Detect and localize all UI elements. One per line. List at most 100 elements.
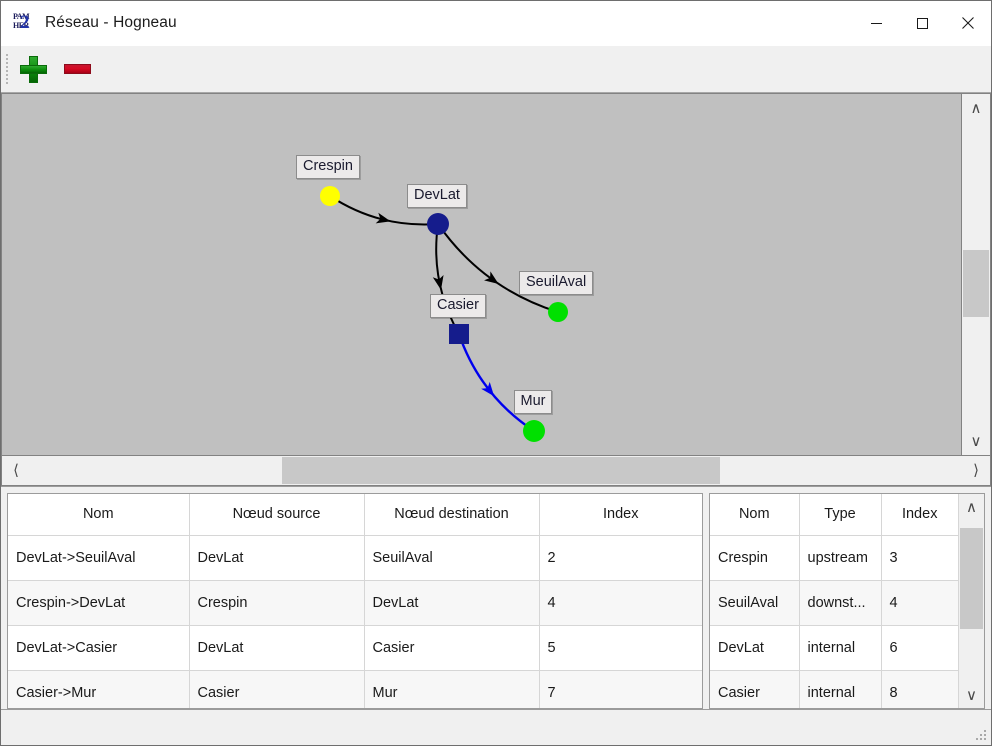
horizontal-scroll-track[interactable] — [30, 456, 962, 485]
scroll-up-button[interactable]: ∧ — [962, 94, 990, 122]
table-cell[interactable]: Mur — [364, 670, 540, 708]
links-table-column-header[interactable]: Index — [539, 494, 702, 536]
graph-edge-arrow — [375, 212, 391, 224]
remove-button[interactable] — [55, 49, 99, 89]
graph-edges — [329, 195, 559, 433]
nodes-table-vertical-scrollbar[interactable]: ∧ ∨ — [957, 494, 984, 708]
graph-edge[interactable] — [457, 333, 535, 433]
nodes-table-column-header[interactable]: Type — [799, 494, 882, 536]
table-cell[interactable]: 4 — [539, 580, 702, 626]
toolbar-drag-handle[interactable] — [3, 52, 11, 86]
links-table-header-row: Nom Nœud source Nœud destination Index — [8, 494, 702, 536]
links-table-column-header[interactable]: Nœud source — [189, 494, 365, 536]
table-cell[interactable]: 5 — [539, 625, 702, 671]
links-table-body[interactable]: DevLat->SeuilAval DevLat SeuilAval 2 Crespin… — [8, 535, 702, 708]
table-row[interactable]: DevLat->SeuilAval DevLat SeuilAval 2 — [8, 535, 702, 581]
vertical-scroll-thumb[interactable] — [959, 528, 983, 629]
plus-icon — [19, 55, 47, 83]
nodes-table[interactable]: Nom Type Index Crespin upstream 3 SeuilAval do… — [710, 494, 958, 708]
links-table-column-header[interactable]: Nœud destination — [364, 494, 540, 536]
nodes-table-header-row: Nom Type Index — [710, 494, 958, 536]
table-cell[interactable]: Crespin — [189, 580, 365, 626]
graph-node-label-crespin[interactable]: Crespin — [296, 155, 360, 179]
nodes-table-scroll: Nom Type Index Crespin upstream 3 SeuilAval do… — [710, 494, 958, 708]
graph-node-crespin[interactable] — [320, 186, 340, 206]
window-title: Réseau - Hogneau — [45, 14, 177, 31]
links-table[interactable]: Nom Nœud source Nœud destination Index DevL… — [8, 494, 702, 708]
graph-node-mur[interactable] — [523, 420, 545, 442]
scroll-left-button[interactable]: ⟨ — [13, 461, 19, 479]
vertical-scroll-track[interactable] — [958, 520, 984, 682]
graph-node-label-casier[interactable]: Casier — [430, 294, 486, 318]
table-cell[interactable]: downst... — [799, 580, 882, 626]
nodes-table-panel: Nom Type Index Crespin upstream 3 SeuilAval do… — [709, 493, 985, 709]
scroll-down-button[interactable]: ∨ — [962, 427, 990, 455]
table-cell[interactable]: 6 — [881, 625, 958, 671]
table-cell[interactable]: Casier — [364, 625, 540, 671]
graph-node-devlat[interactable] — [427, 213, 449, 235]
table-cell[interactable]: SeuilAval — [710, 580, 800, 626]
table-cell[interactable]: DevLat — [710, 625, 800, 671]
table-cell[interactable]: 3 — [881, 535, 958, 581]
table-row[interactable]: DevLat internal 6 — [710, 625, 958, 671]
vertical-scroll-thumb[interactable] — [963, 250, 989, 318]
table-cell[interactable]: Crespin->DevLat — [8, 580, 190, 626]
table-row[interactable]: Casier internal 8 — [710, 670, 958, 708]
table-cell[interactable]: DevLat->Casier — [8, 625, 190, 671]
table-cell[interactable]: DevLat->SeuilAval — [8, 535, 190, 581]
table-cell[interactable]: DevLat — [189, 535, 365, 581]
graph-node-seuilaval[interactable] — [548, 302, 568, 322]
app-icon: PAM HER 2 — [13, 12, 35, 34]
nodes-table-column-header[interactable]: Index — [881, 494, 958, 536]
table-cell[interactable]: 8 — [881, 670, 958, 708]
graph-node-label-devlat[interactable]: DevLat — [407, 184, 467, 208]
horizontal-scroll-thumb[interactable] — [281, 457, 720, 484]
table-cell[interactable]: DevLat — [364, 580, 540, 626]
vertical-scroll-track[interactable] — [962, 122, 990, 427]
table-cell[interactable]: Casier — [189, 670, 365, 708]
nodes-table-column-header[interactable]: Nom — [710, 494, 800, 536]
scroll-up-button[interactable]: ∧ — [958, 494, 984, 520]
canvas-vertical-scrollbar[interactable]: ∧ ∨ — [961, 93, 991, 456]
links-table-panel: Nom Nœud source Nœud destination Index DevL… — [7, 493, 703, 709]
table-cell[interactable]: Casier — [710, 670, 800, 708]
table-cell[interactable]: upstream — [799, 535, 882, 581]
scroll-right-button[interactable]: ⟩ — [973, 461, 979, 479]
minus-icon — [63, 64, 91, 74]
table-cell[interactable]: internal — [799, 625, 882, 671]
table-cell[interactable]: internal — [799, 670, 882, 708]
add-button[interactable] — [11, 49, 55, 89]
table-cell[interactable]: 4 — [881, 580, 958, 626]
graph-edge-arrow — [484, 271, 499, 285]
table-row[interactable]: Casier->Mur Casier Mur 7 — [8, 670, 702, 708]
table-cell[interactable]: SeuilAval — [364, 535, 540, 581]
table-cell[interactable]: 2 — [539, 535, 702, 581]
canvas-horizontal-scrollbar[interactable]: ⟨ ⟩ — [1, 456, 991, 486]
table-row[interactable]: SeuilAval downst... 4 — [710, 580, 958, 626]
graph-node-casier[interactable] — [449, 324, 469, 344]
links-table-column-header[interactable]: Nom — [8, 494, 190, 536]
status-bar — [1, 709, 991, 745]
table-cell[interactable]: Crespin — [710, 535, 800, 581]
table-cell[interactable]: 7 — [539, 670, 702, 708]
table-cell[interactable]: DevLat — [189, 625, 365, 671]
table-row[interactable]: DevLat->Casier DevLat Casier 5 — [8, 625, 702, 671]
minimize-button[interactable] — [853, 0, 899, 46]
graph-node-label-seuilaval[interactable]: SeuilAval — [519, 271, 594, 295]
table-cell[interactable]: Casier->Mur — [8, 670, 190, 708]
table-row[interactable]: Crespin upstream 3 — [710, 535, 958, 581]
app-icon-line1: PAM — [13, 12, 30, 21]
tables-area: Nom Nœud source Nœud destination Index DevL… — [1, 487, 991, 709]
window-controls — [853, 0, 991, 46]
network-graph-canvas[interactable]: Crespin DevLat SeuilAval Casier Mur — [1, 93, 961, 456]
maximize-button[interactable] — [899, 0, 945, 46]
graph-node-label-mur[interactable]: Mur — [513, 390, 553, 414]
nodes-table-body[interactable]: Crespin upstream 3 SeuilAval downst... 4 DevLa… — [710, 535, 958, 708]
table-row[interactable]: Crespin->DevLat Crespin DevLat 4 — [8, 580, 702, 626]
resize-grip-icon[interactable] — [976, 730, 987, 741]
close-button[interactable] — [945, 0, 991, 46]
scroll-down-button[interactable]: ∨ — [958, 682, 984, 708]
graph-edge-arrow — [432, 275, 444, 290]
app-icon-badge: 2 — [20, 12, 30, 33]
links-table-scroll: Nom Nœud source Nœud destination Index DevL… — [8, 494, 702, 708]
